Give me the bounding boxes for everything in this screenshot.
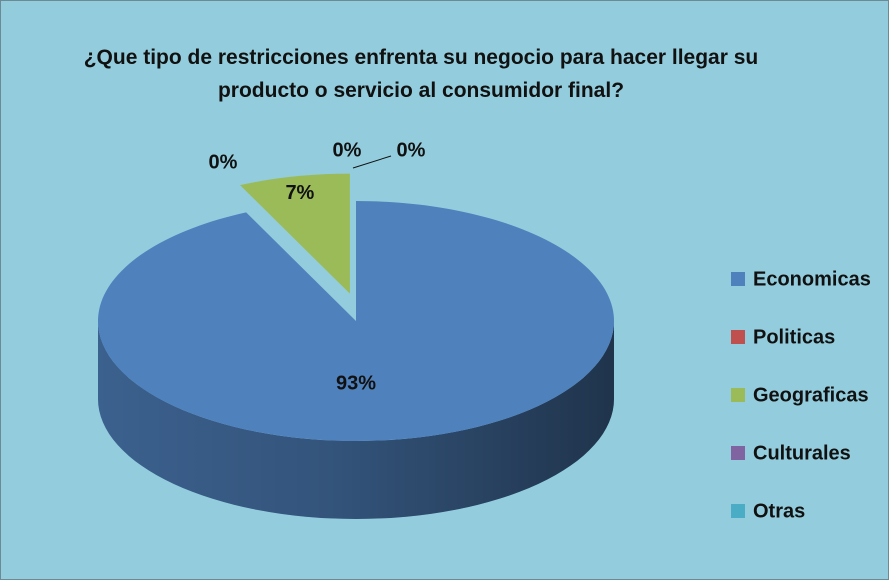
legend-label: Culturales [753, 442, 851, 464]
data-label: 0% [397, 139, 426, 161]
legend-swatch [731, 446, 745, 460]
chart-title: ¿Que tipo de restricciones enfrenta su n… [83, 46, 759, 102]
legend-swatch [731, 504, 745, 518]
slice [240, 173, 350, 294]
legend-swatch [731, 388, 745, 402]
legend-swatch [731, 330, 745, 344]
data-label: 93% [336, 372, 376, 394]
slice [97, 201, 615, 442]
data-label: 0% [333, 139, 362, 161]
legend-label: Geograficas [753, 384, 869, 406]
data-label: 7% [285, 182, 314, 204]
slice-side-shade [98, 321, 614, 519]
data-label: 0% [209, 151, 238, 173]
legend-label: Otras [753, 500, 805, 522]
legend-label: Politicas [753, 326, 835, 348]
legend-label: Economicas [753, 268, 871, 290]
leader-line [352, 155, 392, 169]
legend-swatch [731, 272, 745, 286]
